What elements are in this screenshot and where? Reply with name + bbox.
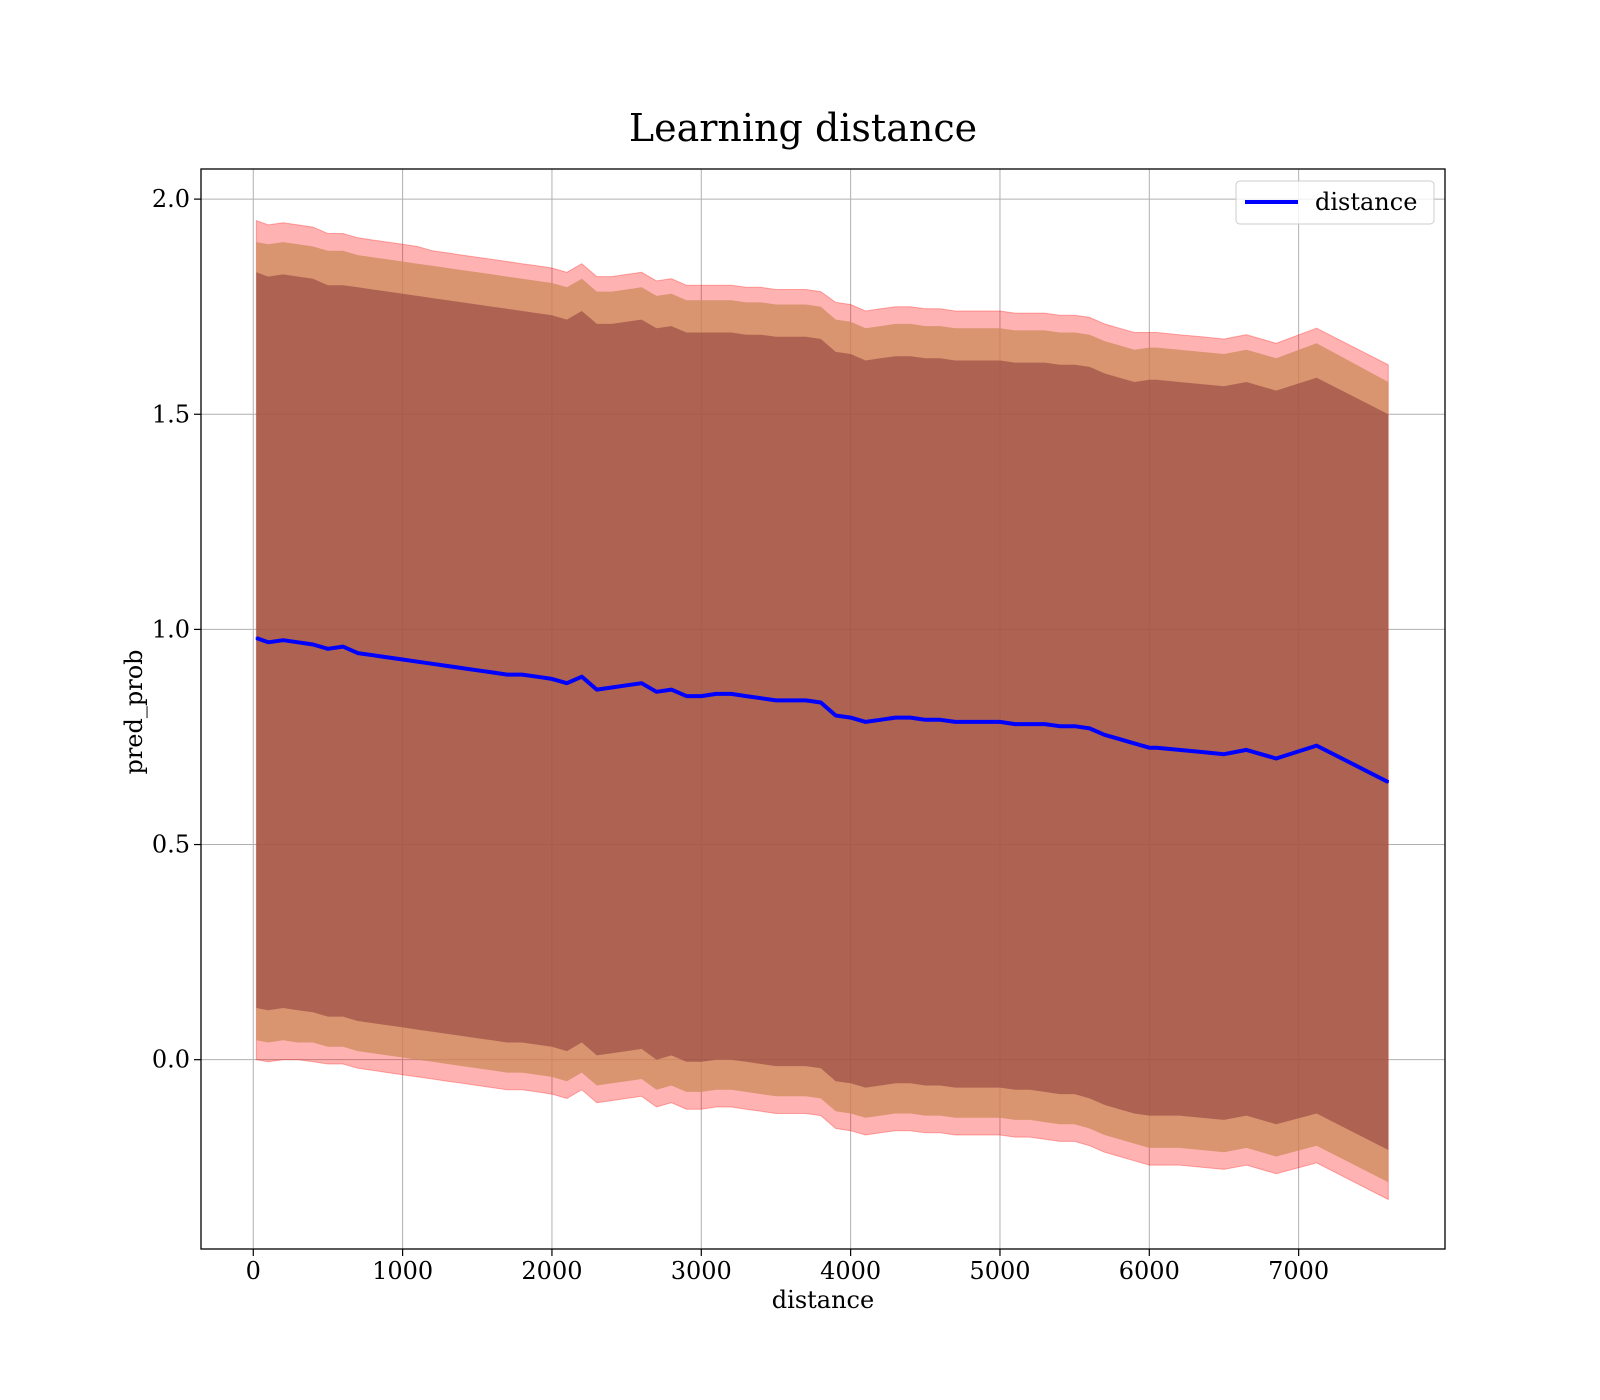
data-point — [476, 669, 479, 672]
data-point — [745, 695, 747, 697]
data-point — [1073, 725, 1076, 728]
data-point — [431, 663, 434, 665]
data-point — [595, 688, 598, 691]
plot-frame — [200, 168, 1446, 1250]
data-point — [461, 667, 464, 669]
data-point — [894, 716, 897, 719]
data-point — [1245, 749, 1248, 751]
data-point — [401, 658, 404, 661]
y-tick-label: 0.5 — [152, 831, 190, 859]
data-point — [999, 721, 1001, 723]
series-lines — [255, 636, 1390, 784]
legend-box — [1235, 180, 1435, 225]
data-point — [1043, 723, 1046, 725]
data-point — [1155, 746, 1158, 749]
data-point — [760, 697, 762, 700]
data-point — [640, 682, 643, 684]
data-point — [1178, 749, 1180, 751]
x-axis-ticks: 0 1000 2000 3000 4000 5000 6000 7000 — [246, 1249, 1329, 1285]
confidence-bands — [255, 219, 1389, 1201]
data-point — [506, 673, 508, 676]
data-point — [924, 718, 927, 721]
data-point — [342, 645, 344, 648]
data-point — [297, 641, 299, 644]
legend: distance — [1235, 180, 1435, 225]
data-point — [790, 699, 792, 702]
data-point — [655, 690, 658, 693]
data-point — [386, 656, 389, 659]
x-tick-label: 0 — [246, 1257, 261, 1285]
data-point — [1275, 757, 1278, 760]
data-point — [1058, 725, 1061, 728]
y-tick-label: 1.0 — [152, 615, 190, 643]
data-point — [610, 686, 613, 689]
y-axis-label: pred_prob — [120, 649, 148, 774]
data-point — [491, 671, 494, 674]
data-point — [282, 639, 284, 641]
x-tick-label: 1000 — [372, 1257, 433, 1285]
x-tick-label: 6000 — [1119, 1257, 1180, 1285]
data-point — [1223, 753, 1225, 755]
data-point — [416, 660, 419, 663]
data-point — [625, 684, 628, 687]
data-point — [1088, 727, 1091, 730]
x-tick-label: 7000 — [1268, 1257, 1329, 1285]
data-point — [939, 718, 942, 721]
data-point — [700, 695, 703, 697]
data-point — [327, 647, 329, 650]
data-point — [819, 701, 822, 704]
data-point — [879, 718, 882, 721]
y-tick-label: 1.5 — [152, 400, 190, 428]
data-point — [1103, 734, 1106, 736]
data-point — [864, 721, 867, 723]
x-tick-label: 5000 — [969, 1257, 1030, 1285]
data-point — [730, 693, 732, 695]
data-point — [312, 643, 314, 646]
data-point — [581, 675, 583, 678]
data-point — [1387, 781, 1390, 783]
chart-title: Learning distance — [629, 106, 977, 150]
x-tick-label: 4000 — [820, 1257, 881, 1285]
data-point — [1148, 746, 1151, 749]
data-point — [536, 675, 538, 678]
data-point — [909, 716, 912, 719]
data-point — [1118, 738, 1121, 740]
data-point — [715, 693, 718, 695]
data-point — [1014, 723, 1016, 725]
legend-label: distance — [1315, 188, 1417, 216]
data-point — [834, 714, 837, 717]
data-point — [849, 716, 852, 719]
data-point — [255, 637, 258, 639]
data-point — [954, 721, 956, 723]
data-point — [670, 688, 673, 691]
y-tick-label: 0.0 — [152, 1046, 190, 1074]
inner-band — [256, 272, 1389, 1150]
data-point — [1200, 751, 1203, 753]
x-tick-label: 2000 — [521, 1257, 582, 1285]
data-point — [371, 654, 374, 657]
x-tick-label: 3000 — [671, 1257, 732, 1285]
data-point — [1029, 723, 1031, 725]
plot-area — [200, 168, 1446, 1250]
data-point — [521, 673, 523, 676]
data-point — [566, 682, 568, 684]
data-point — [267, 641, 270, 644]
data-point — [969, 721, 971, 723]
data-point — [1315, 744, 1318, 747]
x-axis-label: distance — [772, 1286, 874, 1314]
y-tick-label: 2.0 — [152, 185, 190, 213]
data-point — [984, 721, 986, 723]
data-point — [551, 678, 553, 680]
data-point — [357, 652, 359, 654]
data-point — [685, 695, 688, 697]
data-point — [446, 665, 449, 667]
data-point — [1133, 742, 1136, 745]
data-point — [775, 699, 777, 702]
y-axis-ticks: 0.0 0.5 1.0 1.5 2.0 — [152, 185, 201, 1074]
data-point — [805, 699, 807, 702]
